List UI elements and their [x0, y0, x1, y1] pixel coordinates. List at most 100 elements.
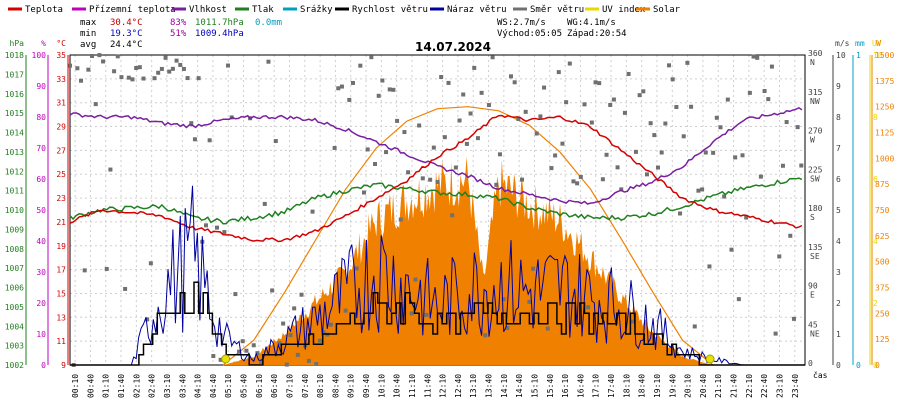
wind-dir-point — [262, 201, 267, 206]
wind-dir-point — [409, 311, 414, 316]
wind-dir-point — [799, 163, 804, 168]
wind-dir-point — [678, 211, 683, 216]
x-tick-label: 18:10 — [622, 374, 631, 398]
wind-dir-point — [769, 64, 774, 69]
solar-max-line — [222, 106, 714, 366]
x-tick-label: 15:10 — [530, 374, 539, 398]
wind-dir-point — [575, 181, 580, 186]
wind-dir-point — [586, 305, 591, 310]
wind-dir-point — [593, 80, 598, 85]
mm-tick: 1 — [856, 51, 861, 60]
wind-dir-point — [233, 292, 238, 297]
wind-dir-point — [681, 134, 686, 139]
solar-tick: 1125 — [875, 129, 894, 138]
x-tick-label: 03:10 — [163, 374, 172, 398]
temp-tick: 29 — [56, 123, 66, 132]
x-tick-label: 05:40 — [240, 374, 249, 398]
stat-min-hum: 51% — [170, 29, 187, 39]
wind-dir-point — [82, 268, 87, 273]
wind-dir-point — [167, 69, 172, 74]
wind-dir-point — [762, 89, 767, 94]
ms-tick: 10 — [836, 51, 846, 60]
wind-dir-point — [152, 76, 157, 81]
x-tick-label: 19:40 — [668, 374, 677, 398]
wind-dir-point — [314, 361, 319, 366]
wind-dir-point — [93, 102, 98, 107]
x-tick-label: 15:40 — [546, 374, 555, 398]
wind-dir-point — [413, 277, 418, 282]
wind-dir-point — [674, 105, 679, 110]
solar-area — [223, 156, 714, 365]
wind-dir-point — [670, 77, 675, 82]
sunrise-marker — [221, 354, 231, 364]
x-tick-label: 06:10 — [255, 374, 264, 398]
ms-tick: 2 — [836, 299, 841, 308]
wind-dir-point — [630, 319, 635, 324]
wind-dir-point — [321, 330, 326, 335]
wind-dir-point — [700, 187, 705, 192]
dir-label: NW — [810, 97, 820, 106]
wind-dir-point — [156, 70, 161, 75]
x-tick-label: 09:40 — [362, 374, 371, 398]
hpa-tick: 1010 — [5, 206, 24, 215]
wind-dir-point — [362, 190, 366, 195]
wind-dir-point — [461, 92, 466, 97]
stat-min-temp: 19.3°C — [110, 29, 143, 39]
hpa-tick: 1016 — [5, 90, 24, 99]
wind-dir-point — [251, 343, 256, 348]
wind-dir-point — [428, 177, 433, 182]
wind-dir-point — [475, 136, 480, 141]
ms-tick: 7 — [836, 144, 841, 153]
wind-dir-point — [112, 69, 117, 74]
hpa-tick: 1005 — [5, 303, 24, 312]
x-tick-label: 01:40 — [117, 374, 126, 398]
wind-dir-point — [755, 55, 760, 60]
wind-dir-point — [733, 155, 738, 160]
wind-dir-point — [777, 254, 782, 259]
pct-tick: 100 — [32, 51, 47, 60]
dir-tick: 225 — [808, 165, 823, 174]
solar-tick: 500 — [875, 258, 890, 267]
x-tick-label: 16:10 — [561, 374, 570, 398]
wind-dir-point — [126, 75, 131, 80]
uv-tick: 8 — [873, 113, 878, 122]
legend-label: Přízemní teplota — [89, 5, 176, 15]
hpa-tick: 1015 — [5, 109, 24, 118]
ms-tick: 4 — [836, 237, 841, 246]
x-tick-label: 13:40 — [485, 374, 494, 398]
legend-label: Solar — [653, 5, 681, 15]
wind-dir-point — [273, 139, 278, 144]
hpa-tick: 1006 — [5, 284, 24, 293]
wind-dir-point — [178, 62, 183, 67]
hpa-tick: 1003 — [5, 342, 24, 351]
x-tick-label: 09:10 — [347, 374, 356, 398]
x-tick-label: 07:10 — [285, 374, 294, 398]
wind-dir-point — [512, 80, 517, 85]
wind-dir-point — [707, 264, 712, 269]
dir-tick: 315 — [808, 88, 823, 97]
wind-dir-point — [464, 141, 469, 146]
dir-label: N — [810, 58, 815, 67]
dir-label: W — [810, 136, 815, 145]
wind-dir-point — [637, 93, 642, 98]
wind-dir-point — [159, 66, 164, 71]
wind-dir-point — [148, 261, 153, 266]
wind-dir-point — [387, 87, 392, 92]
x-tick-label: 20:10 — [684, 374, 693, 398]
wind-dir-point — [497, 152, 502, 157]
wind-dir-point — [295, 352, 300, 357]
wind-dir-point — [597, 81, 602, 86]
stat-sunset: Západ:20:54 — [567, 29, 627, 39]
wind-dir-point — [784, 120, 789, 125]
hpa-tick: 1012 — [5, 167, 24, 176]
uv-tick: 6 — [873, 175, 878, 184]
wind-dir-point — [376, 93, 381, 98]
solar-tick: 750 — [875, 206, 890, 215]
wind-dir-point — [240, 339, 245, 344]
wind-dir-point — [237, 349, 242, 354]
hpa-tick: 1008 — [5, 245, 24, 254]
wind-dir-point — [317, 338, 322, 343]
wind-dir-point — [358, 63, 363, 68]
uv-tick: 4 — [873, 237, 878, 246]
